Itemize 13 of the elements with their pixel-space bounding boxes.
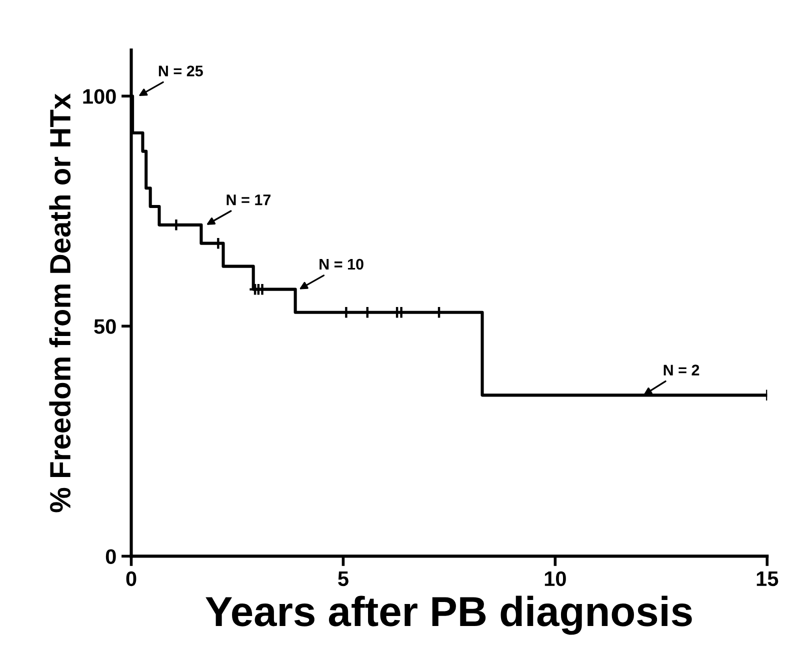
annotation: N = 10 [320, 258, 364, 270]
y-tick-label: 0 [106, 549, 116, 564]
x-tick-label: 5 [338, 572, 348, 586]
y-tick-label: 100 [83, 89, 116, 104]
y-tick-label: 50 [94, 319, 116, 334]
x-tick-label: 15 [756, 572, 778, 586]
y-axis-title: % Freedom from Death or HTx [49, 93, 71, 512]
x-axis-title: Years after PB diagnosis [206, 596, 692, 635]
x-tick-label: 10 [544, 571, 566, 586]
x-tick-label: 0 [126, 571, 136, 586]
annotation: N = 17 [226, 194, 271, 206]
annotation: N = 25 [158, 66, 203, 76]
annotation: N = 2 [664, 364, 700, 376]
